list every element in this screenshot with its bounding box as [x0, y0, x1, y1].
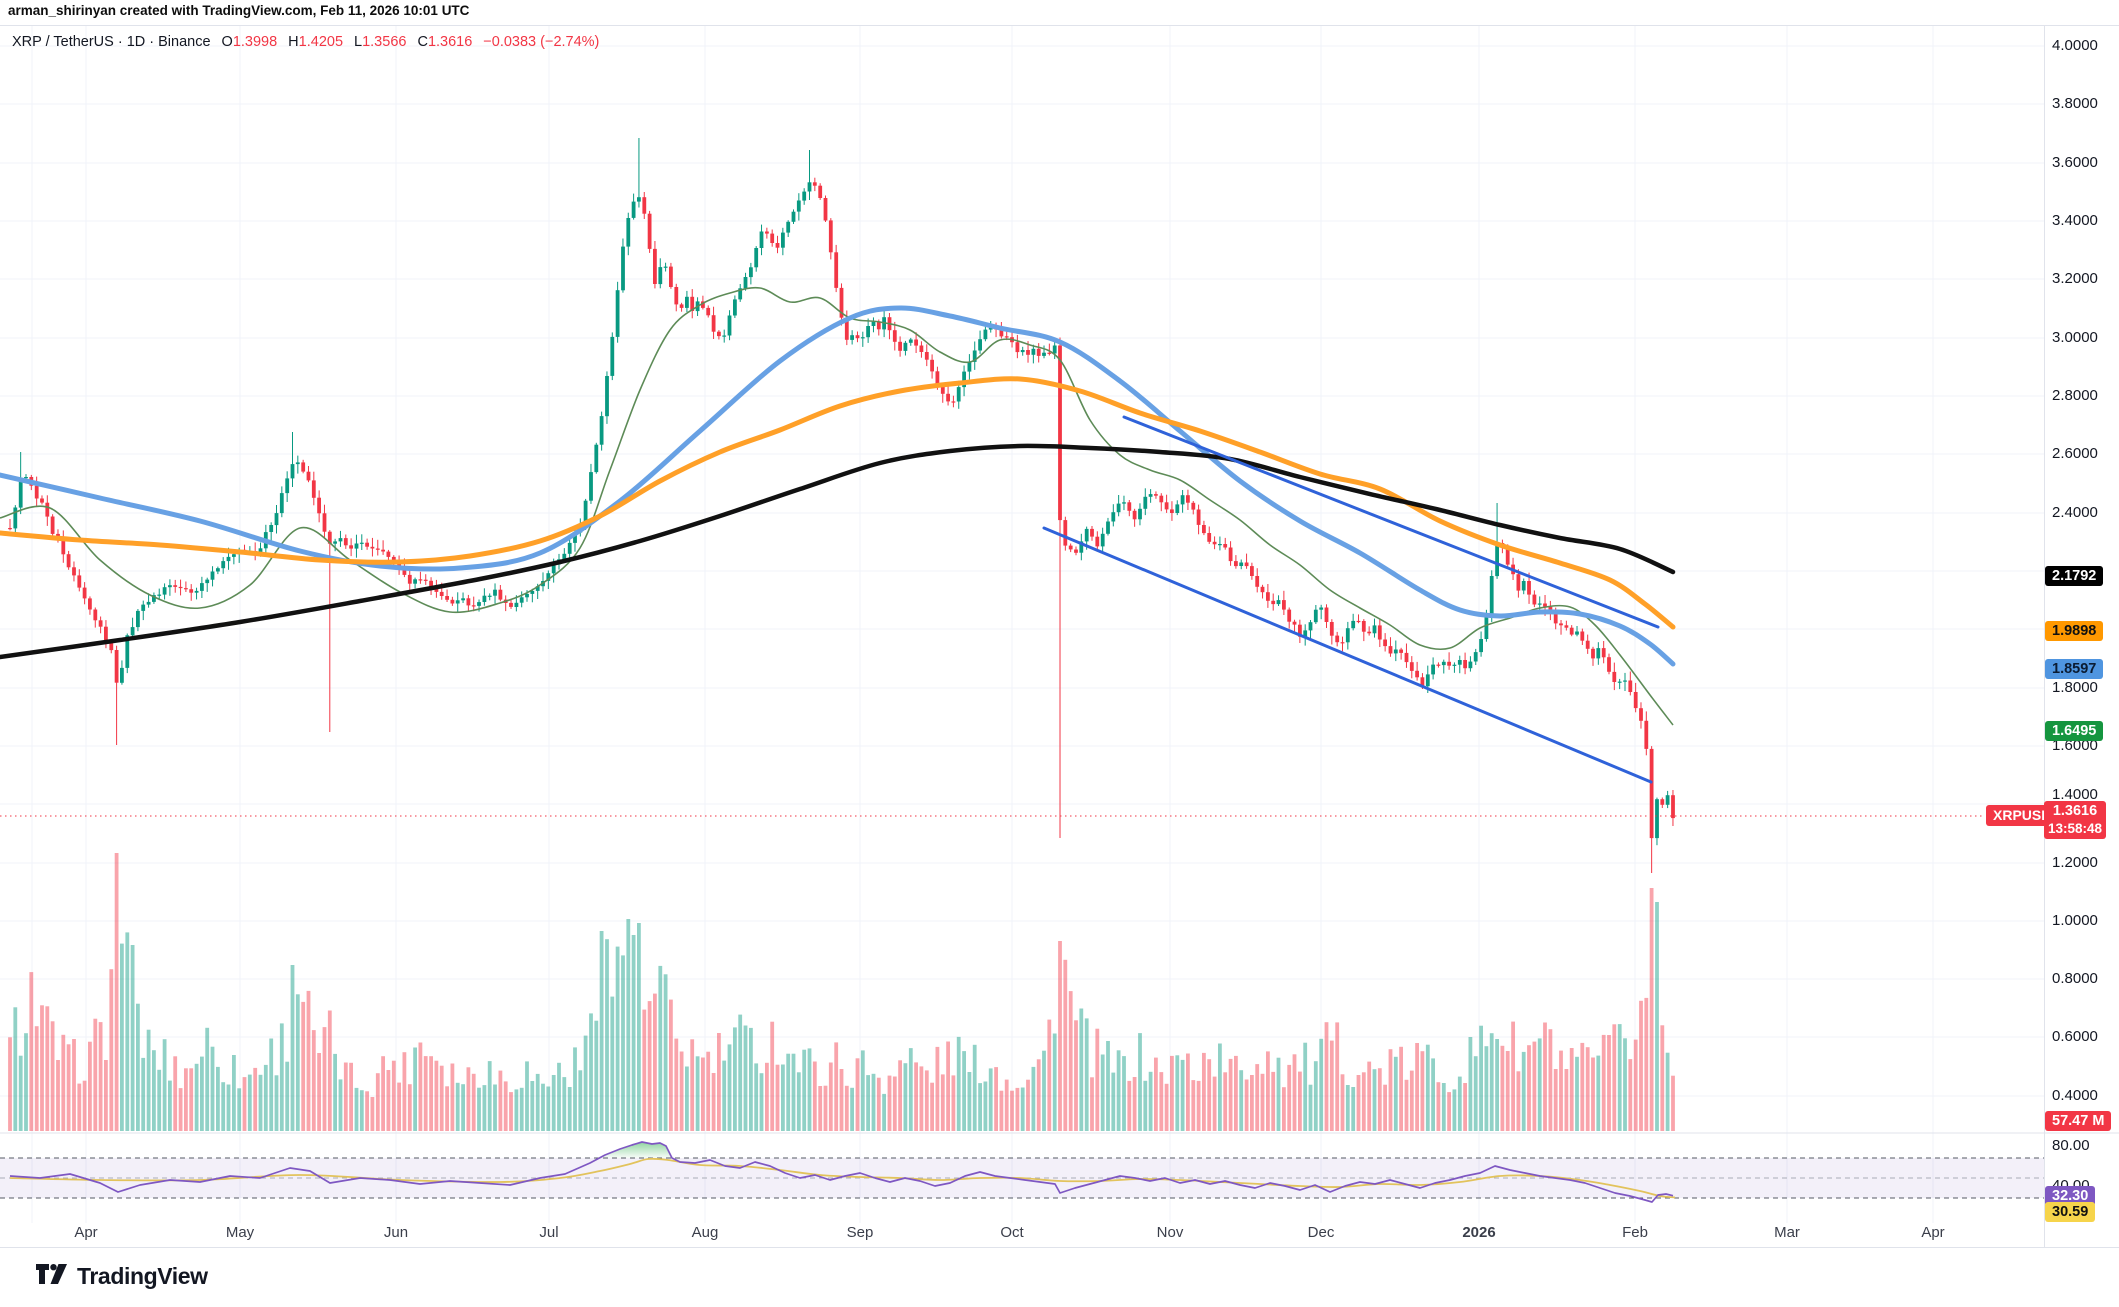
chart-bottom-border	[0, 1247, 2119, 1248]
open-value: 1.3998	[232, 34, 278, 50]
rsi-axis-label[interactable]: 80.00	[2052, 1137, 2090, 1154]
price-axis-label[interactable]: 3.8000	[2052, 95, 2098, 112]
price-axis-label[interactable]: 3.0000	[2052, 329, 2098, 346]
price-axis-label[interactable]: 1.0000	[2052, 912, 2098, 929]
trendline-1[interactable]	[1122, 415, 1660, 629]
ma-blue-line	[0, 305, 1676, 667]
price-axis-label[interactable]: 2.4000	[2052, 504, 2098, 521]
price-axis-label[interactable]: 2.8000	[2052, 387, 2098, 404]
tradingview-logo-text: TradingView	[77, 1263, 208, 1289]
price-axis-label[interactable]: 3.4000	[2052, 212, 2098, 229]
bar-countdown: 13:58:48	[2047, 821, 2103, 836]
high-label: H	[288, 34, 299, 50]
current-price-badge: 1.3616 13:58:48	[2044, 801, 2106, 839]
close-label: C	[417, 34, 428, 50]
close-value: 1.3616	[427, 34, 473, 50]
time-axis-label-sep[interactable]: Sep	[846, 1224, 874, 1241]
ma-blue-badge: 1.8597	[2045, 659, 2104, 679]
attribution-text: arman_shirinyan created with TradingView…	[8, 3, 470, 18]
ma-green-badge: 1.6495	[2045, 721, 2104, 741]
time-axis-label-mar[interactable]: Mar	[1774, 1224, 1800, 1241]
price-axis-label[interactable]: 0.4000	[2052, 1087, 2098, 1104]
ma-200-badge: 2.1792	[2045, 566, 2104, 586]
price-axis-label[interactable]: 1.6000	[2052, 737, 2098, 754]
time-axis-label-jul[interactable]: Jul	[539, 1224, 559, 1241]
price-axis-label[interactable]: 1.2000	[2052, 854, 2098, 871]
low-value: 1.3566	[362, 34, 407, 50]
symbol-title[interactable]: XRP / TetherUS · 1D · Binance	[12, 34, 211, 50]
price-axis-label[interactable]: 1.8000	[2052, 679, 2098, 696]
rsi-ma-value-badge: 30.59	[2045, 1202, 2096, 1222]
price-axis-label[interactable]: 2.6000	[2052, 445, 2098, 462]
time-axis-label-dec[interactable]: Dec	[1307, 1224, 1335, 1241]
current-price-value: 1.3616	[2052, 803, 2098, 819]
time-axis-label-oct[interactable]: Oct	[1000, 1224, 1024, 1241]
rsi-ma-line	[9, 1157, 1676, 1199]
low-label: L	[354, 34, 363, 50]
volume-value-badge: 57.47 M	[2045, 1111, 2112, 1131]
rsi-pane	[0, 1141, 2044, 1203]
time-axis-label-jun[interactable]: Jun	[383, 1224, 409, 1241]
ma-orange-badge: 1.9898	[2045, 621, 2104, 641]
ma-orange-line	[0, 376, 1676, 630]
time-axis-label-may[interactable]: May	[225, 1224, 255, 1241]
rsi-line	[9, 1141, 1674, 1203]
price-axis-label[interactable]: 4.0000	[2052, 37, 2098, 54]
grid	[0, 25, 2044, 1223]
time-axis-label-feb[interactable]: Feb	[1622, 1224, 1648, 1241]
price-axis-separator	[2044, 25, 2045, 1247]
rsi-value-badge: 32.30	[2045, 1186, 2096, 1206]
ma-black-line	[0, 443, 1676, 660]
header-separator	[0, 25, 2119, 26]
trendline-2[interactable]	[1042, 526, 1653, 784]
change-value: −0.0383 (−2.74%)	[483, 34, 600, 50]
open-label: O	[221, 34, 233, 50]
volume-bars	[8, 853, 1675, 1131]
price-axis-label[interactable]: 0.6000	[2052, 1028, 2098, 1045]
symbol-info-bar[interactable]: XRP / TetherUS · 1D · Binance O1.3998 H1…	[12, 34, 599, 50]
time-axis-label-apr[interactable]: Apr	[74, 1224, 98, 1241]
time-axis-label-apr[interactable]: Apr	[1921, 1224, 1945, 1241]
price-axis-label[interactable]: 3.6000	[2052, 154, 2098, 171]
time-axis-label-aug[interactable]: Aug	[691, 1224, 719, 1241]
price-axis-label[interactable]: 1.4000	[2052, 786, 2098, 803]
time-axis-label-2026[interactable]: 2026	[1462, 1224, 1496, 1241]
high-value: 1.4205	[298, 34, 344, 50]
time-axis-label-nov[interactable]: Nov	[1156, 1224, 1184, 1241]
price-axis-label[interactable]: 0.8000	[2052, 970, 2098, 987]
moving-averages	[0, 286, 1676, 726]
price-axis-label[interactable]: 3.2000	[2052, 270, 2098, 287]
tradingview-logo[interactable]: TradingView	[36, 1263, 208, 1290]
tradingview-logo-icon	[36, 1263, 67, 1284]
